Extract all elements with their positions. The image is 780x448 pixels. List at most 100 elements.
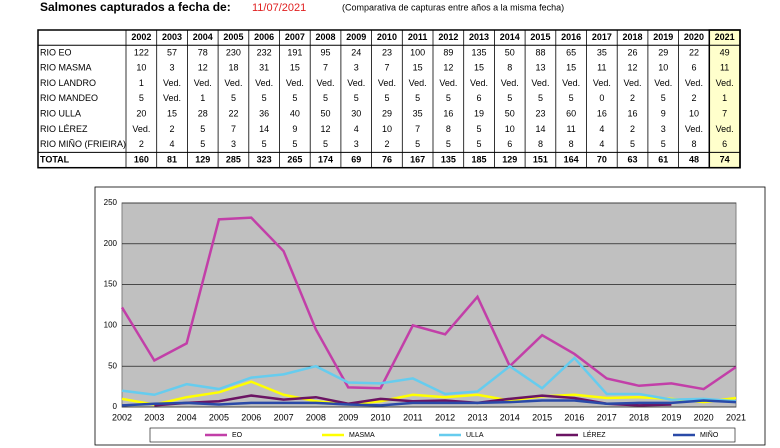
cell-value: Ved. (286, 78, 304, 88)
date: 11/07/2021 (252, 2, 306, 14)
cell-value: Ved. (163, 78, 181, 88)
cell-value: 60 (566, 109, 576, 119)
cell-value: 4 (599, 124, 604, 134)
cell-value: 88 (535, 47, 545, 57)
cell-value: 6 (477, 93, 482, 103)
cell-value: 174 (318, 154, 333, 164)
cell-value: 15 (290, 63, 300, 73)
cell-value: Ved. (194, 78, 212, 88)
cell-value: 2 (139, 139, 144, 149)
cell-value: 129 (195, 154, 210, 164)
cell-value: 5 (292, 93, 297, 103)
cell-value: 5 (384, 93, 389, 103)
cell-value: 8 (446, 124, 451, 134)
cell-value: 7 (231, 124, 236, 134)
cell-value: 185 (472, 154, 487, 164)
cell-value: 232 (257, 47, 272, 57)
cell-value: 6 (722, 139, 727, 149)
cell-value: Ved. (255, 78, 273, 88)
cell-value: 9 (292, 124, 297, 134)
cell-value: 16 (597, 109, 607, 119)
year-header: 2018 (623, 32, 643, 42)
year-header: 2006 (254, 32, 274, 42)
x-tick-label: 2014 (500, 412, 520, 422)
legend-label: LÉREZ (583, 430, 606, 439)
title: Salmones capturados a fecha de: (40, 0, 231, 14)
cell-value: 3 (354, 63, 359, 73)
x-tick-label: 2002 (112, 412, 132, 422)
cell-value: Ved. (624, 78, 642, 88)
year-header: 2003 (162, 32, 182, 42)
cell-value: Ved. (685, 78, 703, 88)
cell-value: 35 (413, 109, 423, 119)
cell-value: 12 (198, 63, 208, 73)
cell-value: Ved. (562, 78, 580, 88)
cell-value: 5 (446, 139, 451, 149)
cell-value: 2 (691, 93, 696, 103)
cell-value: Ved. (224, 78, 242, 88)
cell-value: 10 (136, 63, 146, 73)
cell-value: 12 (443, 63, 453, 73)
series-line (120, 216, 737, 391)
cell-value: 7 (323, 63, 328, 73)
cell-value: 5 (200, 124, 205, 134)
cell-value: 70 (597, 154, 607, 164)
y-tick-label: 250 (104, 198, 118, 207)
cell-value: 5 (415, 139, 420, 149)
x-tick-label: 2015 (532, 412, 552, 422)
cell-value: 15 (167, 109, 177, 119)
cell-value: 76 (382, 154, 392, 164)
cell-value: 5 (477, 124, 482, 134)
cell-value: 1 (200, 93, 205, 103)
cell-value: 29 (658, 47, 668, 57)
cell-value: 63 (628, 154, 638, 164)
cell-value: 160 (134, 154, 149, 164)
cell-value: 10 (689, 109, 699, 119)
cell-value: 5 (415, 93, 420, 103)
year-header: 2016 (561, 32, 581, 42)
year-header: 2010 (377, 32, 397, 42)
row-name: RIO MANDEO (40, 93, 98, 103)
x-tick-label: 2007 (274, 412, 294, 422)
cell-value: 1 (139, 78, 144, 88)
y-tick-label: 200 (104, 239, 118, 248)
cell-value: 3 (231, 139, 236, 149)
cell-value: 6 (507, 139, 512, 149)
highlight-column (709, 30, 740, 168)
year-header: 2008 (316, 32, 336, 42)
cell-value: 11 (597, 63, 606, 73)
cell-value: 50 (505, 109, 515, 119)
cell-value: 191 (287, 47, 302, 57)
x-tick-label: 2017 (597, 412, 617, 422)
cell-value: 164 (564, 154, 579, 164)
cell-value: 323 (257, 154, 272, 164)
cell-value: Ved. (531, 78, 549, 88)
cell-value: 29 (382, 109, 392, 119)
cell-value: Ved. (593, 78, 611, 88)
cell-value: 12 (628, 63, 638, 73)
cell-value: Ved. (654, 78, 672, 88)
cell-value: 285 (226, 154, 241, 164)
cell-value: 35 (597, 47, 607, 57)
cell-value: 22 (228, 109, 238, 119)
cell-value: 28 (198, 109, 208, 119)
year-header: 2017 (592, 32, 612, 42)
year-header: 2021 (715, 32, 735, 42)
year-header: 2005 (223, 32, 243, 42)
cell-value: 265 (287, 154, 302, 164)
cell-value: 8 (507, 63, 512, 73)
cell-value: 2 (630, 93, 635, 103)
x-tick-label: 2013 (467, 412, 487, 422)
cell-value: 135 (472, 47, 487, 57)
cell-value: 5 (507, 93, 512, 103)
row-name: RIO MASMA (40, 63, 92, 73)
cell-value: 11 (720, 63, 729, 73)
cell-value: 65 (566, 47, 576, 57)
cell-value: 8 (569, 139, 574, 149)
x-tick-label: 2003 (144, 412, 164, 422)
cell-value: 15 (474, 63, 484, 73)
cell-value: 135 (441, 154, 456, 164)
cell-value: 7 (384, 63, 389, 73)
x-tick-label: 2004 (177, 412, 197, 422)
